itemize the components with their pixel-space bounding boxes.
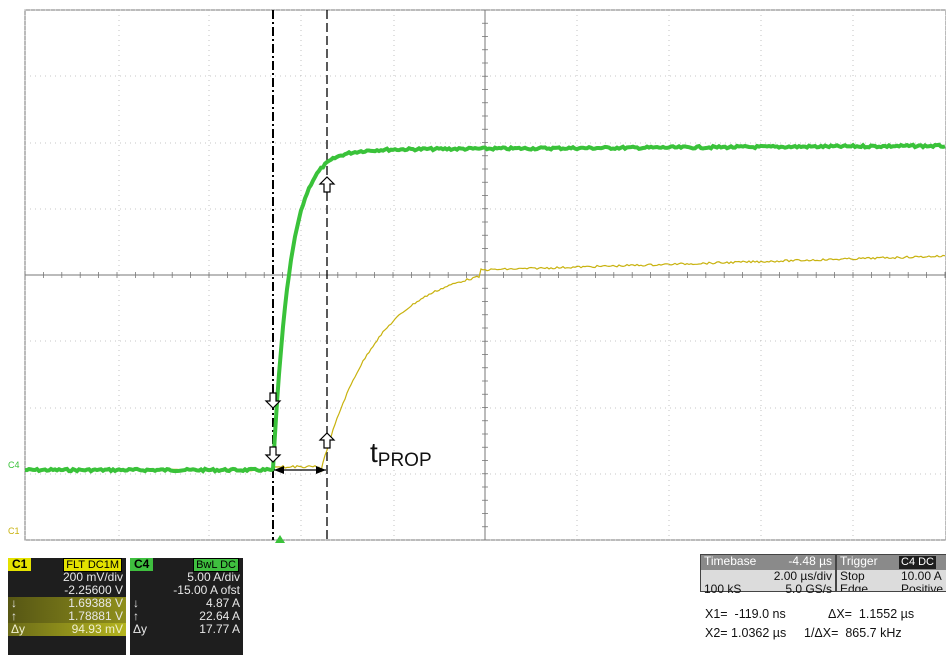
ch4-label: C4 [130, 558, 154, 571]
trigger-source-badge: C4 DC [899, 556, 937, 569]
timebase-per-div: 2.00 µs/div [773, 569, 832, 583]
ch1-ground-marker: C1 [8, 526, 20, 536]
ch1-coupling-badge: FLT DC1M [63, 558, 122, 572]
scope-display: tPROP C4 C1 [8, 9, 946, 543]
trigger-slope: Positive [901, 582, 944, 592]
tprop-annotation: tPROP [274, 437, 432, 474]
cursor-arrow-markers [264, 176, 336, 463]
time-cursors[interactable] [272, 10, 328, 540]
cursor-x2: X2= 1.0362 µs [705, 626, 787, 640]
ch1-cursor2-value: 1.78881 V [68, 609, 123, 623]
ch4-coupling-badge: BwL DC [193, 558, 239, 572]
ch1-delta-value: 94.93 mV [71, 622, 123, 636]
ch4-cursor1-value: 4.87 A [205, 596, 240, 610]
ch1-delta-label: Δy [11, 622, 26, 636]
trigger-type: Edge [840, 582, 869, 592]
cursor-down-arrow-icon [264, 446, 282, 463]
tprop-label-subscript: PROP [378, 450, 432, 471]
ch1-label: C1 [8, 558, 32, 571]
svg-text:tPROP: tPROP [370, 437, 432, 471]
cursor-delta-x: ΔX= 1.1552 µs [828, 607, 915, 621]
cursor-down-icon: ↓ [11, 596, 17, 610]
trigger-position-marker[interactable] [275, 535, 285, 543]
ch4-cursor2-value: 22.64 A [199, 609, 240, 623]
cursor-down-arrow-icon [264, 392, 282, 409]
trigger-level: 10.00 A [901, 569, 942, 583]
cursor-inverse-delta-x: 1/ΔX= 865.7 kHz [804, 626, 902, 640]
cursor-up-arrow-icon [318, 432, 336, 449]
timebase-delay: -4.48 µs [788, 554, 832, 568]
ch4-delta-value: 17.77 A [199, 622, 240, 636]
ch1-info-panel[interactable]: C1 FLT DC1M 200 mV/div -2.25600 V ↓ 1.693… [8, 558, 126, 655]
timebase-samples: 100 kS [704, 582, 742, 596]
timebase-sample-rate: 5.0 GS/s [785, 582, 832, 596]
ch4-offset: -15.00 A ofst [173, 583, 240, 597]
cursor-measurements: X1= -119.0 ns ΔX= 1.1552 µs X2= 1.0362 µ… [700, 608, 946, 648]
trigger-mode: Stop [840, 569, 865, 583]
cursor-down-icon: ↓ [133, 596, 139, 610]
tprop-label-main: t [370, 437, 378, 468]
cursor-up-icon: ↑ [11, 609, 17, 623]
cursor-up-icon: ↑ [133, 609, 139, 623]
trigger-panel[interactable]: Trigger C4 DC Stop 10.00 A Edge Positive [836, 554, 946, 592]
ch1-scale: 200 mV/div [62, 570, 123, 584]
ch4-scale: 5.00 A/div [187, 570, 240, 584]
cursor-x1: X1= -119.0 ns [705, 607, 786, 621]
ch4-info-panel[interactable]: C4 BwL DC 5.00 A/div -15.00 A ofst ↓ 4.87… [130, 558, 243, 655]
ch4-delta-label: Δy [133, 622, 148, 636]
ch1-offset: -2.25600 V [64, 583, 123, 597]
ch4-current-trace [24, 142, 946, 474]
tprop-arrowhead-right [316, 466, 326, 474]
timebase-label: Timebase [704, 554, 757, 568]
cursor-up-arrow-icon [318, 176, 336, 193]
trigger-label: Trigger [840, 554, 878, 568]
timebase-panel[interactable]: Timebase -4.48 µs 2.00 µs/div 100 kS 5.0 … [700, 554, 836, 596]
graticule [24, 9, 946, 541]
tprop-arrowhead-left [274, 466, 284, 474]
ch4-ground-marker: C4 [8, 460, 20, 470]
ch1-cursor1-value: 1.69388 V [68, 596, 123, 610]
